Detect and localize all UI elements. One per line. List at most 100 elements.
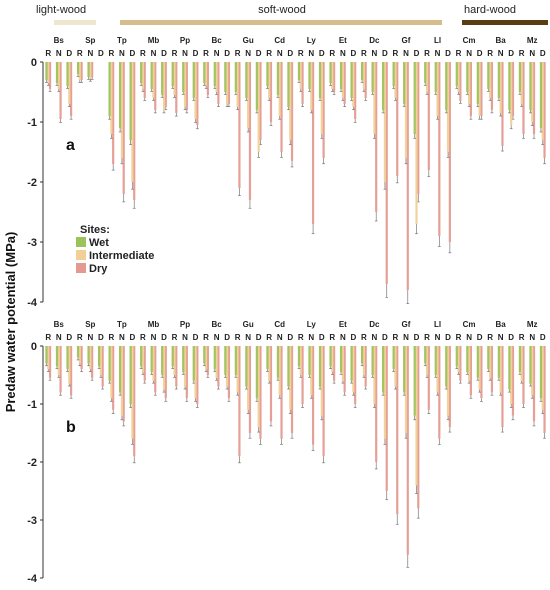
condition-label: N — [56, 49, 62, 58]
bar-wet — [434, 62, 437, 92]
bar-dry — [406, 62, 409, 290]
condition-label: R — [172, 49, 178, 58]
bar-wet — [329, 346, 332, 367]
bar-dry — [301, 62, 304, 104]
bar-intermediate — [236, 346, 239, 393]
bar-intermediate — [310, 346, 313, 396]
y-tick-label: -2 — [27, 177, 37, 189]
bar-intermediate — [415, 62, 418, 224]
bar-wet — [350, 346, 353, 381]
condition-label: D — [350, 333, 356, 342]
condition-label: R — [45, 333, 51, 342]
bar-wet — [76, 346, 80, 358]
bar-dry — [438, 346, 441, 439]
species-label: Ba — [496, 320, 507, 329]
bar-dry — [206, 346, 209, 375]
bar-wet — [203, 346, 206, 364]
condition-label: N — [214, 333, 220, 342]
bar-dry — [196, 62, 199, 125]
condition-label: D — [256, 333, 262, 342]
condition-label: R — [235, 333, 241, 342]
bar-wet — [203, 62, 206, 83]
y-tick-label: 0 — [31, 57, 37, 69]
condition-label: N — [245, 49, 251, 58]
bar-wet — [455, 346, 458, 367]
bar-dry — [259, 346, 262, 439]
bar-intermediate — [110, 346, 113, 399]
condition-label: R — [108, 333, 114, 342]
bar-wet — [518, 62, 521, 92]
condition-label: N — [151, 333, 157, 342]
bar-intermediate — [299, 346, 302, 375]
species-label: Cd — [274, 36, 285, 45]
legend-title: Sites: — [80, 224, 110, 236]
condition-label: N — [498, 333, 504, 342]
bar-intermediate — [57, 346, 60, 375]
bar-dry — [238, 62, 241, 188]
bar-dry — [343, 62, 346, 104]
condition-label: D — [319, 49, 325, 58]
condition-label: N — [372, 333, 378, 342]
bar-wet — [161, 346, 164, 375]
species-label: Sp — [85, 320, 95, 329]
bar-intermediate — [362, 62, 365, 89]
bar-wet — [234, 62, 237, 92]
bar-intermediate — [131, 346, 134, 439]
bar-dry — [70, 62, 73, 116]
bar-dry — [427, 62, 430, 170]
condition-label: D — [350, 49, 356, 58]
condition-label: R — [519, 333, 525, 342]
condition-label: N — [87, 333, 93, 342]
condition-label: D — [508, 49, 514, 58]
bar-dry — [511, 62, 515, 116]
bar-dry — [143, 346, 146, 381]
bar-intermediate — [531, 62, 534, 122]
condition-label: D — [161, 333, 167, 342]
bar-intermediate — [467, 62, 471, 104]
condition-label: D — [540, 333, 546, 342]
bar-dry — [48, 62, 52, 89]
legend-swatch — [76, 263, 86, 273]
bar-wet — [171, 346, 174, 367]
species-label: Bc — [211, 320, 222, 329]
bar-wet — [360, 62, 364, 80]
wood-group-label: soft-wood — [258, 4, 306, 16]
y-axis-title: Predaw water potential (MPa) — [3, 232, 18, 413]
bar-intermediate — [68, 346, 71, 384]
y-tick-label: -3 — [27, 237, 37, 249]
bar-intermediate — [226, 62, 229, 104]
bar-intermediate — [510, 62, 513, 125]
bar-wet — [276, 62, 280, 95]
condition-label: N — [151, 49, 157, 58]
bar-wet — [150, 346, 153, 373]
bar-dry — [227, 346, 231, 399]
condition-label: N — [372, 49, 378, 58]
bar-intermediate — [204, 62, 208, 86]
bar-intermediate — [394, 62, 397, 98]
condition-label: D — [130, 49, 136, 58]
bar-intermediate — [425, 62, 429, 92]
bar-dry — [501, 346, 504, 428]
bar-intermediate — [194, 346, 197, 399]
condition-label: R — [108, 49, 114, 58]
species-label: Cm — [463, 320, 476, 329]
bar-intermediate — [183, 62, 187, 107]
bar-intermediate — [268, 62, 271, 98]
legend-label: Intermediate — [89, 250, 154, 262]
wood-group-label: light-wood — [36, 4, 86, 16]
bar-wet — [339, 62, 343, 89]
bar-dry — [448, 62, 451, 242]
bar-wet — [182, 346, 185, 373]
condition-label: D — [319, 333, 325, 342]
bar-intermediate — [226, 346, 229, 387]
bar-wet — [350, 62, 353, 98]
bar-dry — [311, 62, 315, 224]
condition-label: D — [477, 49, 483, 58]
bar-wet — [539, 346, 543, 399]
condition-label: N — [435, 49, 441, 58]
species-label: Gf — [402, 36, 411, 45]
condition-label: D — [414, 333, 420, 342]
bar-dry — [80, 346, 83, 370]
